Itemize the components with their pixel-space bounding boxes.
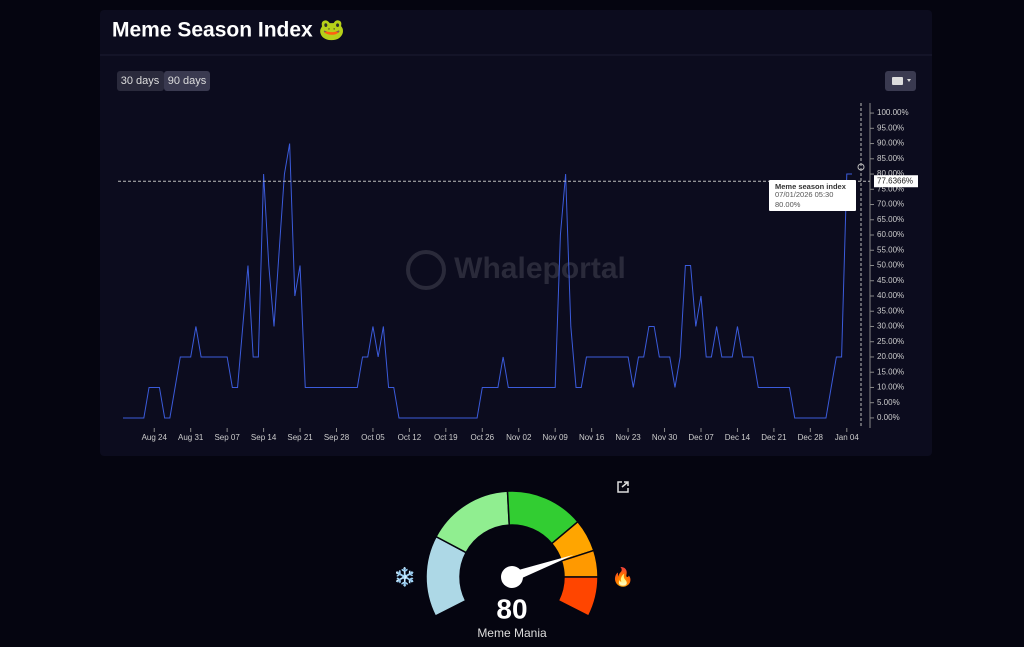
y-tick-label: 75.00%	[877, 184, 904, 193]
y-tick-label: 80.00%	[877, 169, 904, 178]
x-tick-label: Oct 26	[471, 433, 495, 442]
x-tick-label: Sep 14	[251, 433, 277, 442]
button-label[interactable]: 30 days	[121, 75, 160, 87]
title: Meme Season Index 🐸	[112, 19, 345, 42]
y-tick-label: 90.00%	[877, 139, 904, 148]
y-tick-label: 70.00%	[877, 200, 904, 209]
watermark-logo	[406, 250, 446, 290]
x-tick-label: Aug 24	[142, 433, 168, 442]
button[interactable]	[117, 71, 164, 91]
tooltip-date: 07/01/2026 05:30	[775, 190, 833, 199]
tooltip-box	[769, 180, 856, 211]
low-icon: ❄️	[394, 566, 416, 587]
caret	[907, 79, 911, 82]
gauge-needle	[510, 554, 575, 582]
y-tick-label: 45.00%	[877, 276, 904, 285]
x-tick-label: Jan 04	[835, 433, 860, 442]
y-tick-label: 30.00%	[877, 322, 904, 331]
x-tick-label: Dec 14	[725, 433, 751, 442]
y-tick-label: 85.00%	[877, 154, 904, 163]
y-tick-label: 60.00%	[877, 230, 904, 239]
y-tick-label: 20.00%	[877, 352, 904, 361]
hover-point	[857, 163, 865, 171]
x-tick-label: Aug 31	[178, 433, 204, 442]
share-icon[interactable]	[617, 481, 629, 493]
x-tick-label: Oct 12	[398, 433, 422, 442]
y-tick-label: 25.00%	[877, 337, 904, 346]
x-tick-label: Nov 30	[652, 433, 678, 442]
y-tick-label: 40.00%	[877, 291, 904, 300]
y-tick-label: 50.00%	[877, 261, 904, 270]
x-tick-label: Dec 07	[688, 433, 714, 442]
x-tick-label: Sep 07	[214, 433, 240, 442]
y-tick-label: 100.00%	[877, 108, 909, 117]
x-tick-label: Dec 28	[798, 433, 824, 442]
line	[123, 143, 852, 419]
gauge-hub	[501, 566, 523, 588]
y-tick-label: 10.00%	[877, 383, 904, 392]
x-tick-label: Nov 23	[615, 433, 641, 442]
y-tick-label: 55.00%	[877, 245, 904, 254]
gauge-value: 80	[496, 593, 527, 624]
gauge-segment	[557, 576, 599, 618]
camera-icon	[892, 77, 903, 85]
y-tick-label: 0.00%	[877, 413, 900, 422]
x-tick-label: Nov 09	[543, 433, 569, 442]
crosshair-label: 77.6366%	[877, 176, 913, 185]
x-tick-label: Oct 19	[434, 433, 458, 442]
x-tick-label: Sep 21	[287, 433, 313, 442]
gauge-label: Meme Mania	[477, 626, 547, 640]
x-tick-label: Nov 02	[506, 433, 532, 442]
card	[100, 10, 932, 456]
high-icon: 🔥	[612, 566, 634, 587]
x-tick-label: Nov 16	[579, 433, 605, 442]
x-tick-label: Oct 05	[361, 433, 385, 442]
y-tick-label: 5.00%	[877, 398, 900, 407]
crosshair-label-box	[874, 175, 918, 188]
y-tick-label: 35.00%	[877, 306, 904, 315]
y-tick-label: 15.00%	[877, 367, 904, 376]
button-label[interactable]: 90 days	[168, 75, 207, 87]
y-tick-label: 95.00%	[877, 123, 904, 132]
y-tick-label: 65.00%	[877, 215, 904, 224]
tooltip-value: 80.00%	[775, 200, 801, 209]
x-tick-label: Dec 21	[761, 433, 787, 442]
watermark: Whaleportal	[454, 252, 626, 285]
button[interactable]	[164, 71, 210, 91]
x-tick-label: Sep 28	[324, 433, 350, 442]
tooltip-title: Meme season index	[775, 182, 847, 191]
